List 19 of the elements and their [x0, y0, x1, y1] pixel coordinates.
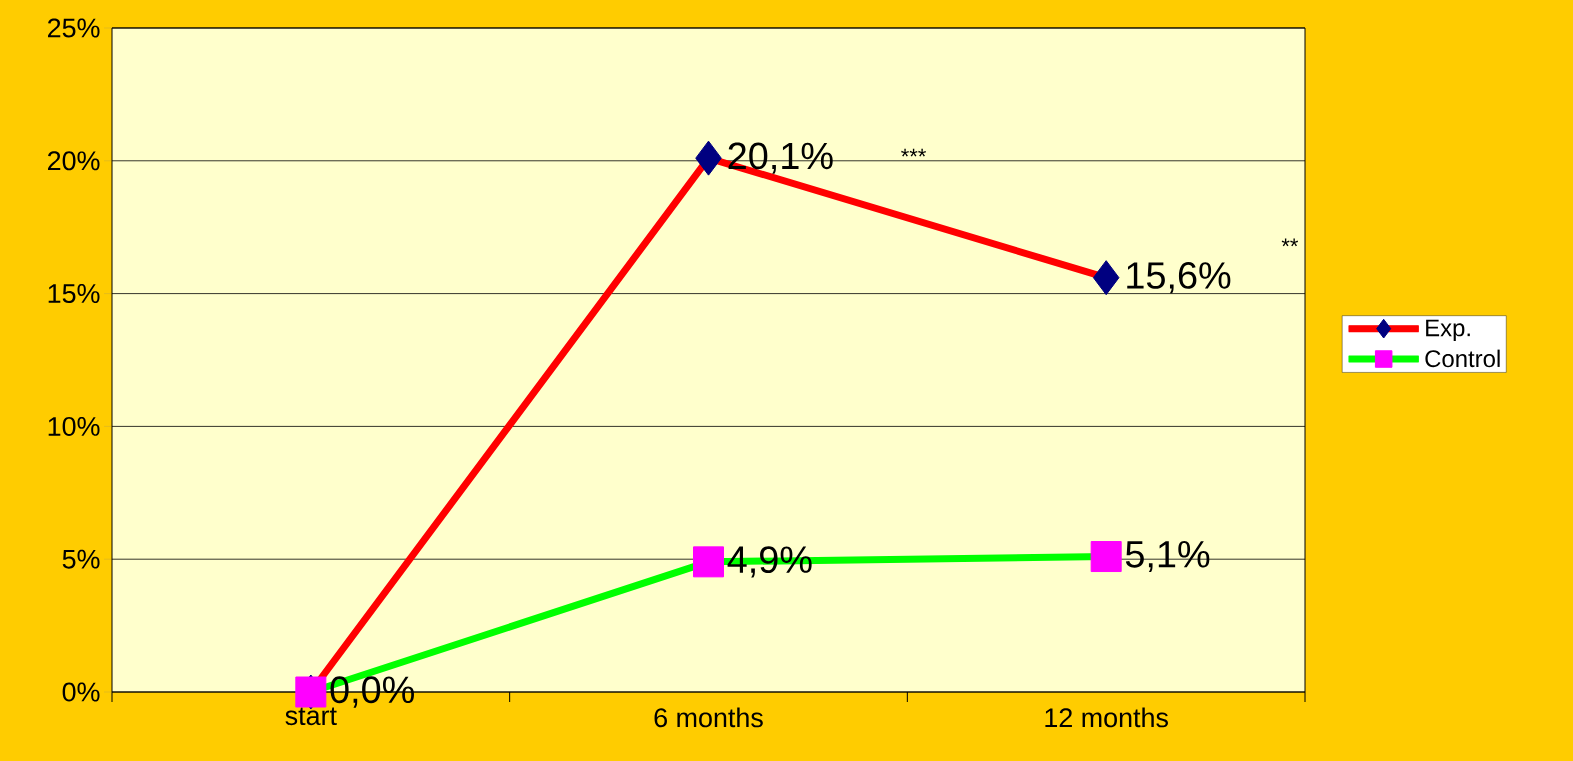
- point: [1090, 541, 1122, 573]
- y-tick-label: 20%: [48, 151, 100, 171]
- y-tick-label: 15%: [48, 284, 100, 304]
- x-tick-label: 6 months: [654, 707, 763, 728]
- point: [693, 546, 724, 578]
- x-tick-label: 12 months: [1045, 707, 1168, 728]
- annotation: **: [1281, 238, 1299, 247]
- point: [1092, 260, 1120, 296]
- annotation: ***: [901, 148, 927, 157]
- data-label: 5,1%: [1125, 540, 1210, 573]
- legend-label: Exp.: [1426, 319, 1470, 342]
- y-tick-label: 5%: [62, 549, 100, 569]
- point: [695, 140, 722, 176]
- y-tick-label: 25%: [48, 18, 100, 38]
- legend-label: Control: [1425, 349, 1500, 368]
- y-tick-label: 0%: [62, 682, 100, 702]
- data-label: 15,6%: [1127, 262, 1231, 294]
- y-tick-label: 10%: [48, 416, 100, 436]
- x-tick-label: start: [285, 707, 337, 726]
